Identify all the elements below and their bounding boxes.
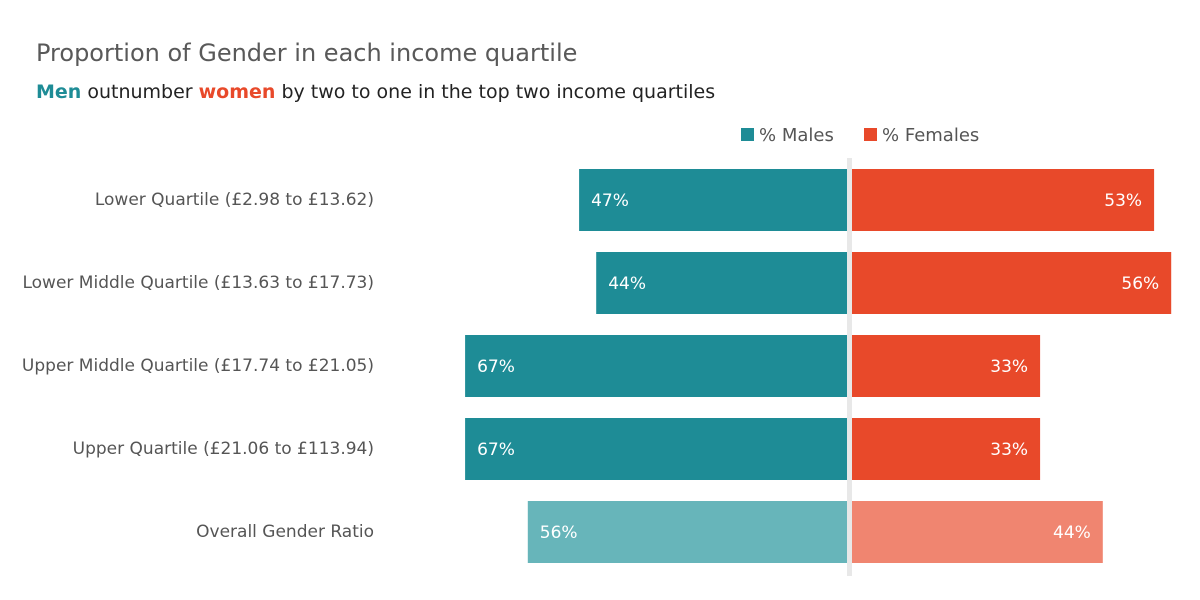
value-label: 44% xyxy=(608,274,646,294)
value-label: 67% xyxy=(477,440,515,460)
chart-title: Proportion of Gender in each income quar… xyxy=(36,39,577,67)
category-label: Upper Quartile (£21.06 to £113.94) xyxy=(73,439,374,459)
subtitle-part: by two to one in the top two income quar… xyxy=(281,81,715,103)
bar xyxy=(852,169,1155,231)
bar xyxy=(852,501,1103,563)
value-label: 56% xyxy=(1121,274,1159,294)
bar xyxy=(852,418,1041,480)
legend-swatch xyxy=(864,128,877,141)
value-label: 33% xyxy=(990,440,1028,460)
value-label: 33% xyxy=(990,357,1028,377)
subtitle-part: outnumber xyxy=(87,81,192,103)
value-label: 44% xyxy=(1053,523,1091,543)
legend-label: % Males xyxy=(759,125,834,146)
subtitle-part: Men xyxy=(36,81,81,103)
bar xyxy=(596,252,847,314)
legend-label: % Females xyxy=(882,125,979,146)
bar xyxy=(527,501,847,563)
value-label: 53% xyxy=(1104,191,1142,211)
category-label: Lower Quartile (£2.98 to £13.62) xyxy=(95,190,374,210)
category-label: Overall Gender Ratio xyxy=(196,522,374,542)
value-label: 67% xyxy=(477,357,515,377)
subtitle-part: women xyxy=(199,81,276,103)
bar xyxy=(465,335,847,397)
value-label: 47% xyxy=(591,191,629,211)
bar xyxy=(852,335,1041,397)
bar xyxy=(465,418,847,480)
chart-subtitle: Men outnumber women by two to one in the to… xyxy=(36,81,715,103)
category-label: Upper Middle Quartile (£17.74 to £21.05) xyxy=(22,356,374,376)
legend-swatch xyxy=(741,128,754,141)
category-label: Lower Middle Quartile (£13.63 to £17.73) xyxy=(22,273,374,293)
bar xyxy=(579,169,847,231)
value-label: 56% xyxy=(540,523,578,543)
bar xyxy=(852,252,1172,314)
